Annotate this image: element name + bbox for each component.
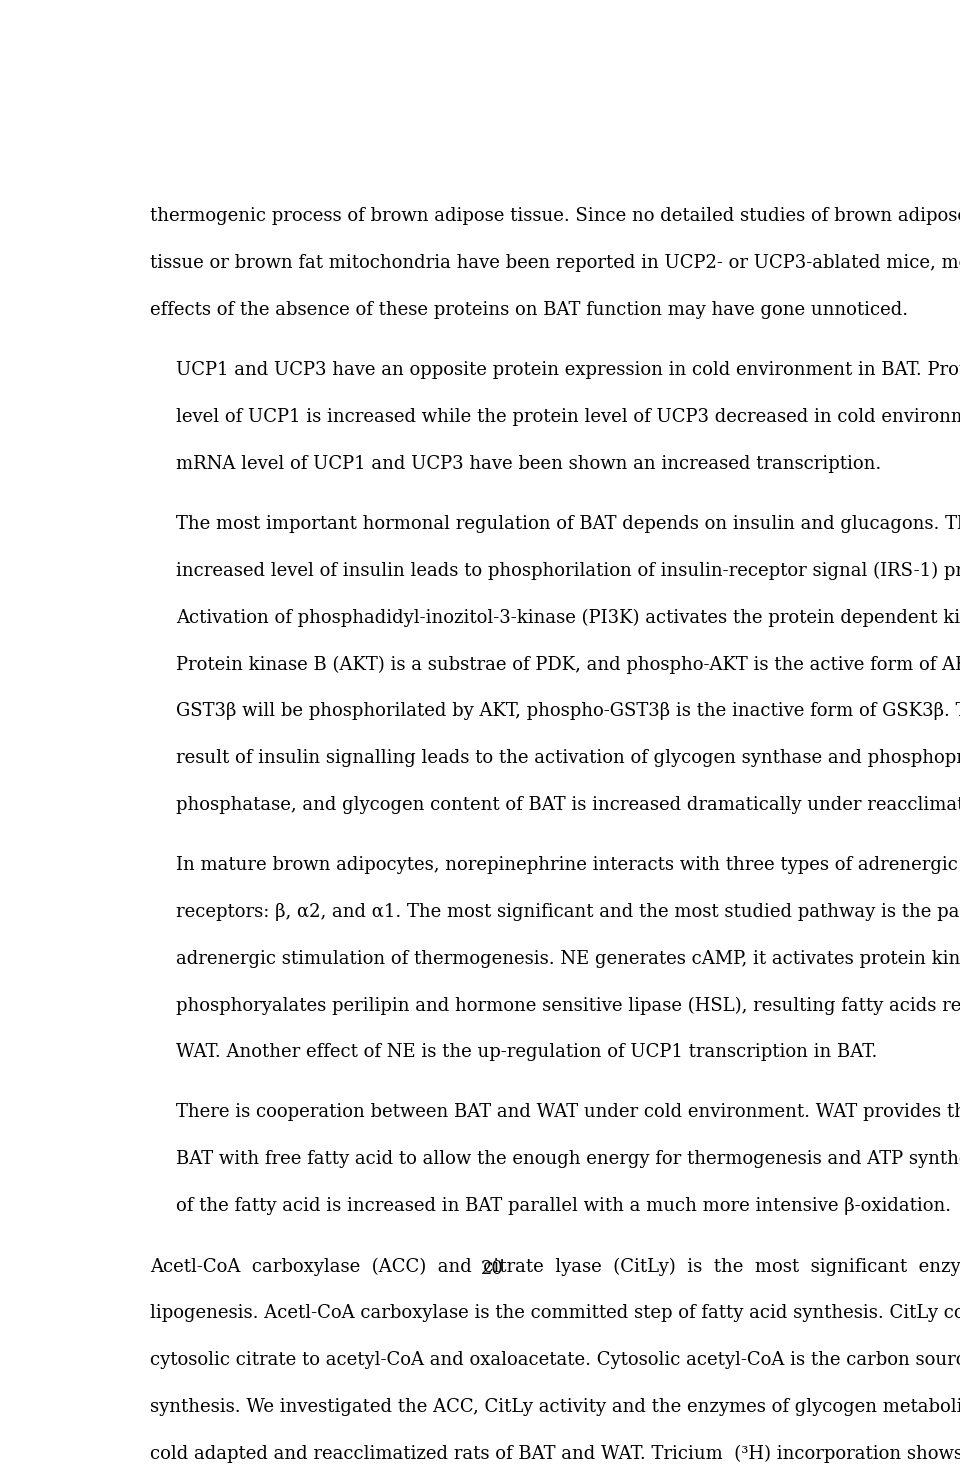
Text: cold adapted and reacclimatized rats of BAT and WAT. Tricium  (³H) incorporation: cold adapted and reacclimatized rats of …	[150, 1445, 960, 1463]
Text: Acetl-CoA  carboxylase  (ACC)  and  citrate  lyase  (CitLy)  is  the  most  sign: Acetl-CoA carboxylase (ACC) and citrate …	[150, 1258, 960, 1275]
Text: mRNA level of UCP1 and UCP3 have been shown an increased transcription.: mRNA level of UCP1 and UCP3 have been sh…	[176, 455, 881, 473]
Text: of the fatty acid is increased in BAT parallel with a much more intensive β-oxid: of the fatty acid is increased in BAT pa…	[176, 1198, 951, 1215]
Text: effects of the absence of these proteins on BAT function may have gone unnoticed: effects of the absence of these proteins…	[150, 300, 908, 319]
Text: increased level of insulin leads to phosphorilation of insulin-receptor signal (: increased level of insulin leads to phos…	[176, 562, 960, 580]
Text: 20: 20	[481, 1261, 503, 1278]
Text: synthesis. We investigated the ACC, CitLy activity and the enzymes of glycogen m: synthesis. We investigated the ACC, CitL…	[150, 1398, 960, 1416]
Text: In mature brown adipocytes, norepinephrine interacts with three types of adrener: In mature brown adipocytes, norepinephri…	[176, 856, 958, 874]
Text: BAT with free fatty acid to allow the enough energy for thermogenesis and ATP sy: BAT with free fatty acid to allow the en…	[176, 1151, 960, 1168]
Text: GST3β will be phosphorilated by AKT, phospho-GST3β is the inactive form of GSK3β: GST3β will be phosphorilated by AKT, pho…	[176, 703, 960, 720]
Text: The most important hormonal regulation of BAT depends on insulin and glucagons. : The most important hormonal regulation o…	[176, 515, 960, 533]
Text: result of insulin signalling leads to the activation of glycogen synthase and ph: result of insulin signalling leads to th…	[176, 750, 960, 767]
Text: cytosolic citrate to acetyl-CoA and oxaloacetate. Cytosolic acetyl-CoA is the ca: cytosolic citrate to acetyl-CoA and oxal…	[150, 1351, 960, 1369]
Text: There is cooperation between BAT and WAT under cold environment. WAT provides th: There is cooperation between BAT and WAT…	[176, 1104, 960, 1121]
Text: Protein kinase B (AKT) is a substrae of PDK, and phospho-AKT is the active form : Protein kinase B (AKT) is a substrae of …	[176, 656, 960, 673]
Text: WAT. Another effect of NE is the up-regulation of UCP1 transcription in BAT.: WAT. Another effect of NE is the up-regu…	[176, 1044, 877, 1061]
Text: receptors: β, α2, and α1. The most significant and the most studied pathway is t: receptors: β, α2, and α1. The most signi…	[176, 903, 960, 921]
Text: adrenergic stimulation of thermogenesis. NE generates cAMP, it activates protein: adrenergic stimulation of thermogenesis.…	[176, 950, 960, 968]
Text: phosphoryalates perilipin and hormone sensitive lipase (HSL), resulting fatty ac: phosphoryalates perilipin and hormone se…	[176, 997, 960, 1015]
Text: Activation of phosphadidyl-inozitol-3-kinase (PI3K) activates the protein depend: Activation of phosphadidyl-inozitol-3-ki…	[176, 609, 960, 627]
Text: lipogenesis. Acetl-CoA carboxylase is the committed step of fatty acid synthesis: lipogenesis. Acetl-CoA carboxylase is th…	[150, 1304, 960, 1322]
Text: level of UCP1 is increased while the protein level of UCP3 decreased in cold env: level of UCP1 is increased while the pro…	[176, 408, 960, 426]
Text: phosphatase, and glycogen content of BAT is increased dramatically under reaccli: phosphatase, and glycogen content of BAT…	[176, 795, 960, 814]
Text: tissue or brown fat mitochondria have been reported in UCP2- or UCP3-ablated mic: tissue or brown fat mitochondria have be…	[150, 255, 960, 272]
Text: UCP1 and UCP3 have an opposite protein expression in cold environment in BAT. Pr: UCP1 and UCP3 have an opposite protein e…	[176, 362, 960, 379]
Text: thermogenic process of brown adipose tissue. Since no detailed studies of brown : thermogenic process of brown adipose tis…	[150, 208, 960, 225]
